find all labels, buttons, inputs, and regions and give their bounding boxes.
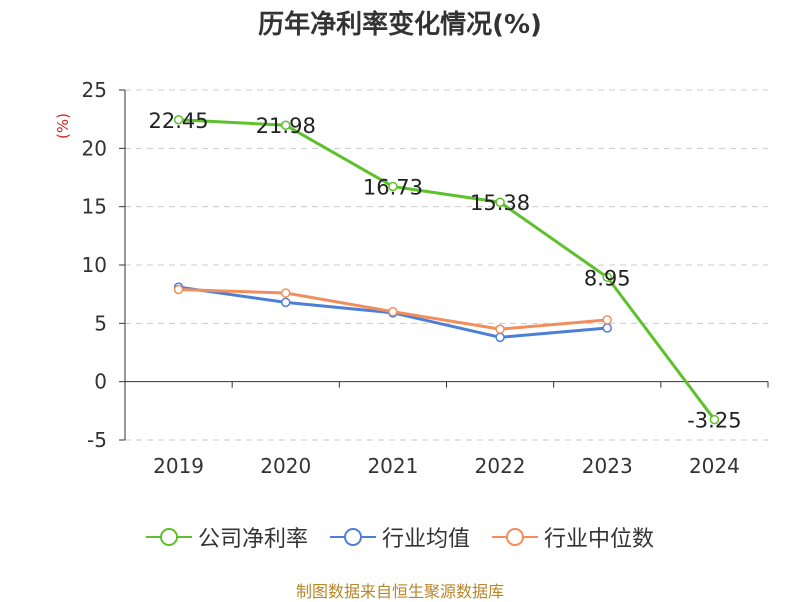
data-point <box>281 288 291 298</box>
y-tick-label: 0 <box>94 370 107 394</box>
data-point <box>709 414 720 425</box>
x-tick-label: 2021 <box>367 454 418 478</box>
y-tick-label: 25 <box>82 78 107 102</box>
y-tick-label: 5 <box>94 311 107 335</box>
data-point <box>388 181 398 192</box>
legend-label-company: 公司净利率 <box>197 527 308 552</box>
y-tick-label: -5 <box>87 428 107 452</box>
data-point <box>602 323 612 333</box>
data-point <box>281 120 291 130</box>
y-axis-label: (%) <box>54 113 72 139</box>
y-tick-label: 20 <box>82 136 107 160</box>
x-tick-label: 2022 <box>475 454 526 478</box>
x-tick-label: 2023 <box>582 454 633 478</box>
legend-label-industry-median: 行业中位数 <box>544 527 655 552</box>
x-tick-label: 2024 <box>689 454 740 478</box>
legend-item-company[interactable]: 公司净利率 <box>145 521 308 553</box>
data-label: 15.38 <box>470 191 530 215</box>
data-point <box>495 332 505 343</box>
data-point <box>281 297 291 308</box>
series-line-0 <box>178 118 716 421</box>
legend-marker-industry-mean <box>329 528 376 546</box>
data-label: 22.45 <box>149 109 209 133</box>
data-point <box>495 324 505 334</box>
x-tick-label: 2020 <box>260 454 311 478</box>
chart-title: 历年净利率变化情况(%) <box>258 10 542 40</box>
data-label: 8.95 <box>584 266 631 290</box>
data-label: 21.98 <box>256 114 316 138</box>
data-point <box>173 115 184 125</box>
x-tick-label: 2019 <box>153 454 204 478</box>
data-label: -3.25 <box>687 409 741 433</box>
data-point <box>173 284 184 295</box>
legend-item-industry-mean[interactable]: 行业均值 <box>329 521 470 553</box>
data-source-note: 制图数据来自恒生聚源数据库 <box>295 582 504 601</box>
data-point <box>602 272 612 282</box>
data-point <box>495 197 505 207</box>
data-point <box>602 315 612 325</box>
legend-item-industry-median[interactable]: 行业中位数 <box>492 521 654 553</box>
data-label: 16.73 <box>363 175 423 199</box>
y-tick-label: 10 <box>82 253 107 277</box>
legend-marker-industry-median <box>492 528 538 546</box>
legend-marker-company <box>145 528 192 546</box>
legend-label-industry-mean: 行业均值 <box>381 527 470 552</box>
chart-legend: 公司净利率 行业均值 行业中位数 <box>0 520 800 554</box>
data-point <box>388 306 398 317</box>
y-tick-label: 15 <box>82 195 107 219</box>
